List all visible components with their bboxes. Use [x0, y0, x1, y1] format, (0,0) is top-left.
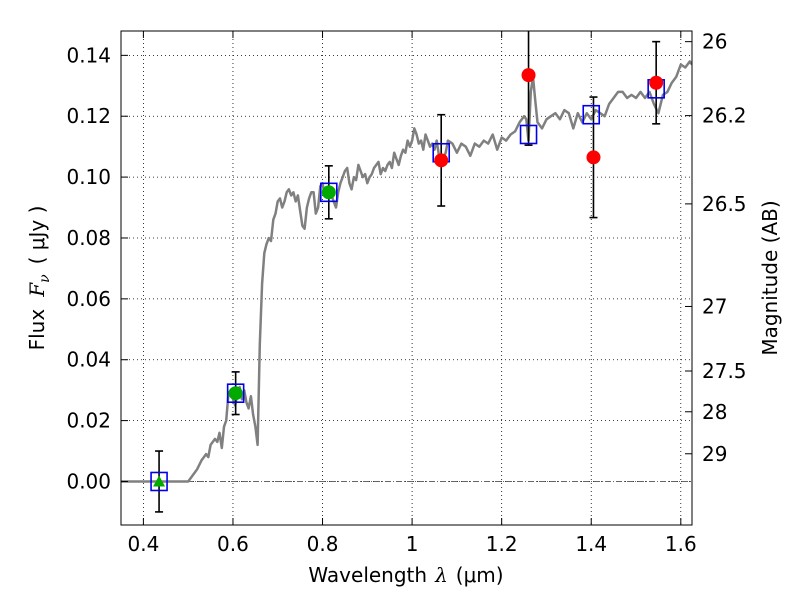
- y2-tick-label: 26: [702, 30, 727, 54]
- x-tick-label: 1.6: [665, 532, 697, 556]
- model-photometry-square: [226, 383, 245, 404]
- y-tick-label: 0.10: [66, 165, 111, 189]
- y-tick-label: 0.04: [66, 348, 111, 372]
- y-tick-label: 0.06: [66, 287, 111, 311]
- y2-tick-label: 27.5: [702, 359, 747, 383]
- y2-tick-label: 29: [702, 442, 727, 466]
- x-axis-label: Wavelength: [308, 563, 427, 587]
- optical-point: [228, 386, 243, 401]
- model-spectrum: [121, 60, 692, 483]
- x-axis-title: Wavelength λ (μm): [308, 563, 503, 587]
- y-axis-subscript: ν: [37, 274, 53, 283]
- model-photometry-square: [150, 471, 168, 492]
- x-tick-label: 0.4: [127, 532, 159, 556]
- spectrum-line: [121, 60, 692, 483]
- y-axis-unit: ( μJy ): [25, 206, 49, 265]
- y2-ticks: 26 26.2 26.5 27 27.5 28 29: [685, 30, 747, 466]
- y-axis-label: Flux: [25, 309, 49, 351]
- y2-tick-label: 26.2: [702, 104, 747, 128]
- y-tick-label: 0.02: [66, 409, 111, 433]
- observed-points: [153, 68, 664, 487]
- y-axis-title: Flux Fν ( μJy ): [25, 206, 53, 351]
- x-tick-label: 1: [406, 532, 419, 556]
- y-ticks: 0.00 0.02 0.04 0.06 0.08 0.10 0.12 0.14: [66, 43, 128, 493]
- optical-point-triangle: [153, 475, 166, 487]
- x-tick-label: 0.6: [217, 532, 249, 556]
- y2-tick-label: 26.5: [702, 192, 747, 216]
- x-tick-label: 1.2: [486, 532, 518, 556]
- x-tick-label: 0.8: [307, 532, 339, 556]
- y-tick-label: 0.08: [66, 226, 111, 250]
- x-axis-symbol: λ: [434, 563, 448, 587]
- model-photometry-square: [582, 104, 601, 125]
- nir-point: [586, 150, 601, 165]
- y-tick-label: 0.00: [66, 469, 111, 493]
- optical-point: [321, 185, 336, 200]
- x-ticks: 0.4 0.6 0.8 1 1.2 1.4 1.6: [127, 31, 697, 556]
- y-tick-label: 0.14: [66, 43, 111, 67]
- y2-tick-label: 28: [702, 400, 727, 424]
- y-axis-symbol: F: [25, 282, 49, 298]
- x-axis-unit: (μm): [456, 563, 504, 587]
- y2-axis-title: Magnitude (AB): [758, 200, 782, 355]
- y2-tick-label: 27: [702, 294, 727, 318]
- nir-point: [434, 153, 449, 168]
- model-photometry-square: [519, 124, 538, 145]
- x-tick-label: 1.4: [575, 532, 607, 556]
- y-tick-label: 0.12: [66, 104, 111, 128]
- nir-point: [521, 68, 536, 83]
- plot-frame: [120, 30, 693, 526]
- model-photometry-square: [319, 182, 338, 203]
- plot-background: [121, 31, 692, 525]
- nir-point: [649, 75, 664, 90]
